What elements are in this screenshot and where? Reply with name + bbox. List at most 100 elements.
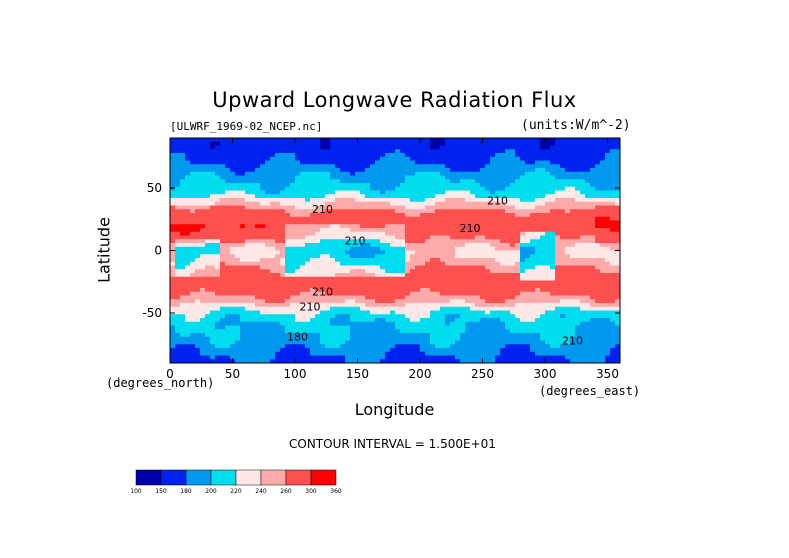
field-cell [560, 194, 566, 199]
field-cell [175, 284, 181, 289]
field-cell [330, 276, 336, 281]
field-cell [285, 261, 291, 266]
field-cell [395, 310, 401, 315]
field-cell [480, 228, 486, 233]
field-cell [230, 303, 236, 308]
field-cell [215, 171, 221, 176]
field-cell [215, 314, 221, 319]
field-cell [180, 325, 186, 330]
field-cell [400, 340, 406, 345]
field-cell [425, 183, 431, 188]
field-cell [440, 336, 446, 341]
field-cell [325, 336, 331, 341]
field-cell [580, 325, 586, 330]
field-cell [530, 153, 536, 158]
field-cell [190, 265, 196, 270]
field-cell [535, 141, 541, 146]
field-cell [360, 175, 366, 180]
field-cell [480, 201, 486, 206]
field-cell [465, 205, 471, 210]
field-cell [485, 276, 491, 281]
field-cell [300, 239, 306, 244]
field-cell [445, 288, 451, 293]
field-cell [185, 246, 191, 251]
field-cell [245, 205, 251, 210]
field-cell [220, 250, 226, 255]
field-cell [195, 168, 201, 173]
field-cell [550, 183, 556, 188]
field-cell [535, 175, 541, 180]
field-cell [475, 299, 481, 304]
field-cell [380, 243, 386, 248]
field-cell [470, 205, 476, 210]
field-cell [270, 321, 276, 326]
field-cell [315, 153, 321, 158]
field-cell [435, 310, 441, 315]
field-cell [400, 220, 406, 225]
field-cell [250, 186, 256, 191]
field-cell [495, 235, 501, 240]
field-cell [510, 261, 516, 266]
field-cell [605, 209, 611, 214]
field-cell [405, 138, 411, 143]
field-cell [480, 153, 486, 158]
field-cell [325, 209, 331, 214]
field-cell [475, 198, 481, 203]
field-cell [180, 168, 186, 173]
field-cell [210, 250, 216, 255]
field-cell [305, 186, 311, 191]
field-cell [275, 246, 281, 251]
field-cell [380, 269, 386, 274]
field-cell [570, 231, 576, 236]
field-cell [440, 295, 446, 300]
field-cell [270, 224, 276, 229]
field-cell [540, 175, 546, 180]
field-cell [300, 329, 306, 334]
field-cell [245, 344, 251, 349]
field-cell [385, 254, 391, 259]
field-cell [330, 224, 336, 229]
field-cell [445, 145, 451, 150]
field-cell [325, 295, 331, 300]
field-cell [220, 175, 226, 180]
field-cell [200, 228, 206, 233]
field-cell [465, 216, 471, 221]
field-cell [430, 314, 436, 319]
field-cell [255, 318, 261, 323]
field-cell [355, 138, 361, 143]
field-cell [605, 228, 611, 233]
field-cell [175, 183, 181, 188]
field-cell [500, 284, 506, 289]
field-cell [295, 325, 301, 330]
field-cell [410, 273, 416, 278]
field-cell [175, 276, 181, 281]
field-cell [400, 141, 406, 146]
field-cell [210, 141, 216, 146]
field-cell [335, 246, 341, 251]
field-cell [260, 235, 266, 240]
field-cell [390, 306, 396, 311]
field-cell [245, 329, 251, 334]
field-cell [595, 194, 601, 199]
field-cell [235, 141, 241, 146]
field-cell [335, 138, 341, 143]
field-cell [270, 306, 276, 311]
field-cell [610, 198, 616, 203]
field-cell [425, 299, 431, 304]
field-cell [300, 149, 306, 154]
field-cell [200, 254, 206, 259]
field-cell [560, 250, 566, 255]
field-cell [375, 273, 381, 278]
field-cell [190, 224, 196, 229]
field-cell [530, 336, 536, 341]
field-cell [570, 183, 576, 188]
field-cell [185, 205, 191, 210]
field-cell [490, 321, 496, 326]
field-cell [285, 179, 291, 184]
field-cell [355, 186, 361, 191]
field-cell [295, 205, 301, 210]
field-cell [230, 318, 236, 323]
field-cell [180, 344, 186, 349]
field-cell [430, 138, 436, 143]
field-cell [265, 265, 271, 270]
